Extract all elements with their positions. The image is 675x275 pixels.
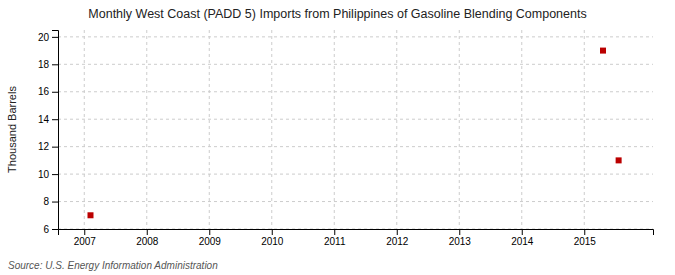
y-axis-line [52,31,59,230]
x-tick-label: 2011 [324,236,346,247]
y-tick-label: 12 [38,141,50,152]
chart-svg: 2007200820092010201120122013201420156810… [0,0,675,275]
x-tick-mark [147,229,148,235]
grid-line-x [209,30,210,229]
y-tick-mark [52,174,58,175]
x-axis-line [59,230,654,236]
x-tick: 2011 [324,229,346,247]
x-tick-mark [334,229,335,235]
grid-line-y [58,146,653,147]
y-tick-mark [52,202,58,203]
y-tick-mark [52,92,58,93]
y-tick-label: 8 [43,196,49,207]
title: Monthly West Coast (PADD 5) Imports from… [88,7,586,21]
y-tick: 20 [38,32,58,43]
plot-area: 2007200820092010201120122013201420156810… [38,30,654,247]
y-tick: 10 [38,169,58,180]
y-tick-mark [52,37,58,38]
grid-line-y [58,174,653,175]
x-tick: 2007 [74,229,97,247]
grid-line-x [584,30,585,229]
y-tick-label: 20 [38,32,50,43]
grid-line-x [459,30,460,229]
x-tick-mark [84,229,85,235]
y-tick: 6 [43,224,58,235]
x-tick: 2015 [574,229,597,247]
x-tick-label: 2009 [199,236,222,247]
source-note: Source: U.S. Energy Information Administ… [8,260,218,271]
grid-line-x [521,30,522,229]
y-tick: 18 [38,59,58,70]
x-tick-mark [272,229,273,235]
grid-line-y [58,64,653,65]
grid [58,30,653,229]
y-tick: 12 [38,141,58,152]
x-tick-label: 2014 [511,236,534,247]
x-tick: 2010 [261,229,284,247]
x-axis: 2007 2008 2009 2010 2011 2012 2013 2014 2015 [59,229,654,247]
grid-line-x [146,30,147,229]
y-tick-mark [52,119,58,120]
grid-line-x [396,30,397,229]
point [616,157,622,163]
x-tick-mark [522,229,523,235]
y-tick-mark [52,64,58,65]
x-tick: 2014 [511,229,534,247]
chart-container: 2007200820092010201120122013201420156810… [0,0,675,275]
y-tick: 14 [38,114,58,125]
x-tick-label: 2015 [574,236,597,247]
point [600,48,606,54]
y-axis-label: Thousand Barrels [6,86,18,173]
grid-line-y [58,119,653,120]
x-tick-mark [209,229,210,235]
grid-line-y [58,36,653,37]
y-tick-mark [52,229,58,230]
x-tick-label: 2008 [136,236,159,247]
x-tick-label: 2010 [261,236,284,247]
x-tick: 2013 [449,229,472,247]
x-tick: 2008 [136,229,159,247]
x-tick-mark [397,229,398,235]
y-axis: 6 8 10 12 14 16 18 20 [38,31,59,235]
x-tick-label: 2013 [449,236,472,247]
x-tick-mark [459,229,460,235]
y-tick: 8 [43,196,58,207]
grid-line-y [58,91,653,92]
x-tick: 2012 [386,229,409,247]
y-tick-label: 6 [43,224,49,235]
x-tick-mark [584,229,585,235]
point [88,212,94,218]
x-tick: 2009 [199,229,222,247]
y-tick-label: 18 [38,59,50,70]
grid-line-x [271,30,272,229]
x-tick-label: 2012 [386,236,409,247]
y-tick-label: 14 [38,114,50,125]
points [88,48,622,219]
y-tick-label: 16 [38,86,50,97]
y-tick: 16 [38,86,58,97]
grid-line-y [58,201,653,202]
x-tick-label: 2007 [74,236,97,247]
grid-line-x [334,30,335,229]
y-tick-label: 10 [38,169,50,180]
grid-line-x [84,30,85,229]
y-tick-mark [52,147,58,148]
